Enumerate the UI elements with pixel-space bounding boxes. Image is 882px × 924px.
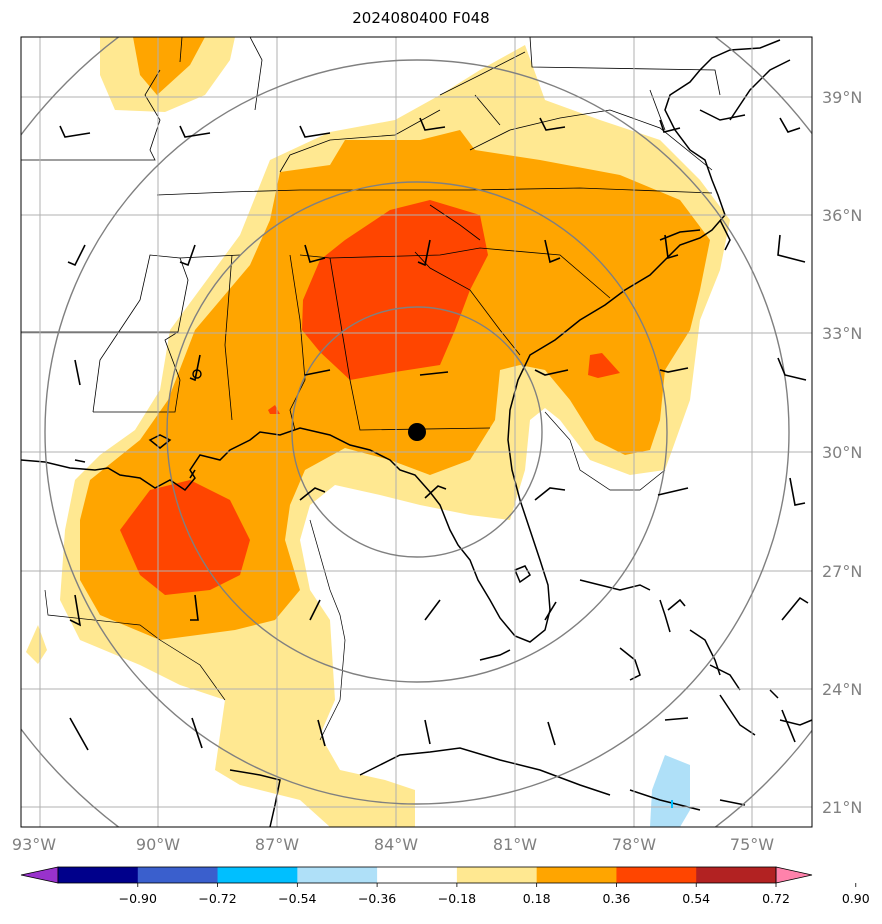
lat-label: 21°N: [822, 798, 862, 817]
colorbar-segment: [377, 867, 458, 883]
colorbar-extend-high: [775, 866, 813, 884]
longitude-labels: 93°W 90°W 87°W 84°W 81°W 78°W 75°W: [12, 835, 774, 854]
map-title: 2024080400 F048: [352, 9, 490, 27]
latitude-labels: 39°N 36°N 33°N 30°N 27°N 24°N 21°N: [822, 88, 862, 817]
colorbar-segment: [297, 867, 378, 883]
lon-label: 93°W: [12, 835, 56, 854]
wind-barbs: [59, 117, 809, 751]
station-circle-icon: [192, 369, 202, 379]
map-frame: [20, 36, 813, 828]
lon-label: 75°W: [730, 835, 774, 854]
lon-label: 87°W: [255, 835, 299, 854]
lat-label: 33°N: [822, 324, 862, 343]
colorbar-segment: [536, 867, 617, 883]
lat-label: 36°N: [822, 206, 862, 225]
colorbar-tick-label: −0.72: [198, 891, 236, 906]
colorbar-tick-label: 0.36: [603, 891, 631, 906]
colorbar-frame: [57, 866, 777, 884]
colorbar-segment: [58, 867, 139, 883]
lon-label: 90°W: [136, 835, 180, 854]
lat-label: 27°N: [822, 562, 862, 581]
colorbar-tick-label: 0.72: [762, 891, 790, 906]
colorbar-segment: [616, 867, 697, 883]
colorbar-tick-label: −0.90: [119, 891, 157, 906]
lat-label: 39°N: [822, 88, 862, 107]
lon-label: 78°W: [612, 835, 656, 854]
colorbar-tick-label: −0.18: [438, 891, 476, 906]
maritime-boundary: [44, 411, 666, 741]
graticule: [21, 37, 812, 827]
colorbar-tick-label: −0.36: [358, 891, 396, 906]
colorbar-segment: [137, 867, 219, 883]
colorbar-extend-low: [20, 866, 59, 884]
contour-fill-036-054: [80, 37, 710, 640]
colorbar: −0.90 −0.72 −0.54 −0.36 −0.18 0.18 0.36 0.54 0.7…: [20, 866, 870, 906]
colorbar-tick-label: 0.18: [523, 891, 551, 906]
colorbar-tick-label: 0.90: [842, 891, 870, 906]
contour-fill-neg018: [650, 755, 690, 827]
colorbar-tick-label: 0.54: [682, 891, 710, 906]
lon-label: 81°W: [493, 835, 537, 854]
colorbar-segment: [217, 867, 298, 883]
lon-label: 84°W: [374, 835, 418, 854]
coastlines: [21, 39, 812, 827]
colorbar-tick-label: −0.54: [278, 891, 316, 906]
center-point-marker: [408, 423, 426, 441]
colorbar-segment: [696, 867, 777, 883]
lat-label: 24°N: [822, 680, 862, 699]
colorbar-segment: [456, 867, 538, 883]
lat-label: 30°N: [822, 443, 862, 462]
contour-fill-054-072: [120, 200, 620, 595]
